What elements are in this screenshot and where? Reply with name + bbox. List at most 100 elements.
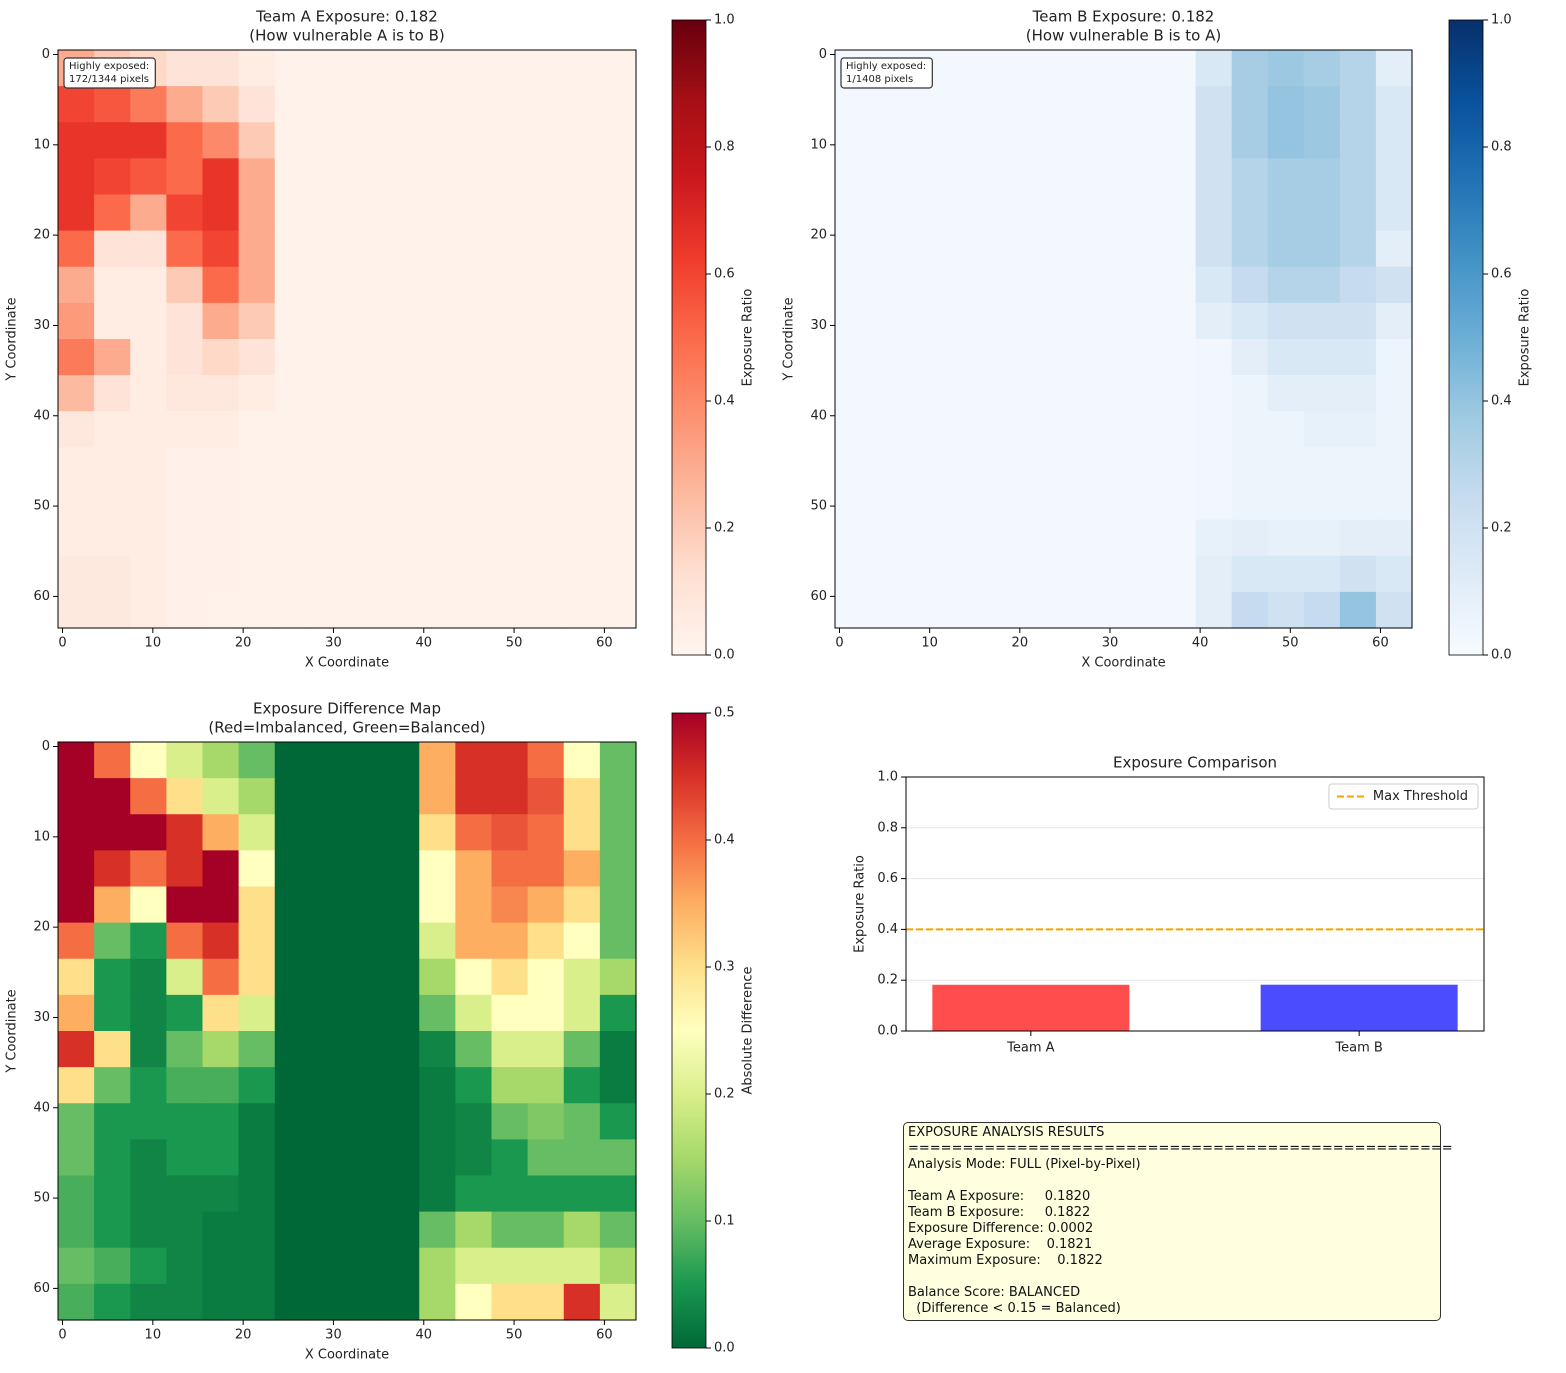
heatmap-cell — [907, 86, 944, 123]
heatmap-cell — [835, 158, 872, 196]
heatmap-cell — [130, 86, 167, 123]
heatmap-cell — [419, 122, 456, 159]
y-tick-label: 0.6 — [877, 871, 898, 886]
heatmap-cell — [274, 447, 312, 485]
heatmap-cell — [1303, 50, 1341, 87]
heatmap-cell — [166, 122, 204, 159]
heatmap-cell — [383, 958, 420, 996]
heatmap-cell — [1339, 266, 1377, 304]
heatmap-cell — [1015, 86, 1052, 123]
bar — [932, 984, 1130, 1031]
heatmap-cell — [383, 1283, 420, 1321]
heatmap-cell — [1051, 194, 1089, 232]
heatmap-cell — [1303, 375, 1341, 412]
heatmap-cell — [563, 86, 601, 123]
heatmap-cell — [491, 50, 529, 87]
heatmap-cell — [599, 850, 637, 888]
heatmap-cell — [238, 339, 276, 376]
heatmap-cell — [310, 302, 348, 340]
heatmap-cell — [202, 850, 240, 888]
heatmap-cell — [202, 50, 240, 87]
heatmap-cell — [1267, 302, 1305, 340]
heatmap-cell — [238, 447, 276, 485]
heatmap-cell — [599, 1031, 637, 1068]
heatmap-cell — [1267, 411, 1305, 448]
heatmap-cell — [527, 50, 565, 87]
heatmap-cell — [58, 230, 95, 268]
heatmap-cell — [166, 814, 204, 851]
heatmap-cell — [1159, 339, 1197, 376]
heatmap-cell — [943, 50, 980, 87]
heatmap-cell — [1159, 86, 1197, 123]
heatmap-cell — [58, 122, 95, 159]
heatmap-cell — [383, 302, 420, 340]
heatmap-cell — [166, 302, 204, 340]
heatmap-cell — [1051, 483, 1089, 521]
heatmap-cell — [599, 50, 637, 87]
heatmap-cell — [455, 375, 493, 412]
heatmap-cell — [166, 230, 204, 268]
heatmap-cell — [58, 1247, 95, 1285]
x-tick-label: Team B — [1334, 1041, 1382, 1056]
heatmap-cell — [202, 194, 240, 232]
heatmap-cell — [835, 122, 872, 159]
y-tick-label: 60 — [33, 1281, 50, 1296]
heatmap-cell — [94, 375, 131, 412]
y-tick-label: 60 — [810, 589, 827, 604]
heatmap-cell — [130, 1031, 167, 1068]
heatmap-cell — [1159, 447, 1197, 485]
heatmap-cell — [491, 1139, 529, 1177]
heatmap-cell — [310, 886, 348, 924]
heatmap-cell — [527, 1103, 565, 1140]
x-tick-label: Team A — [1006, 1041, 1054, 1056]
heatmap-cell — [202, 411, 240, 448]
heatmap-cell — [527, 194, 565, 232]
heatmap-cell — [491, 814, 529, 851]
heatmap-cell — [166, 1067, 204, 1104]
heatmap-cell — [310, 994, 348, 1032]
heatmap-cell — [383, 555, 420, 593]
heatmap-cell — [310, 483, 348, 521]
heatmap-cell — [979, 266, 1016, 304]
heatmap-cell — [491, 86, 529, 123]
heatmap-cell — [310, 1031, 348, 1068]
heatmap-cell — [835, 339, 872, 376]
plot-frame — [57, 741, 637, 1321]
heatmap-cell — [238, 994, 276, 1032]
heatmap-cell — [563, 50, 601, 87]
heatmap-cell — [347, 375, 384, 412]
heatmap-cell — [1303, 122, 1341, 159]
heatmap-cell — [527, 958, 565, 996]
heatmap-cell — [166, 50, 204, 87]
heatmap-cell — [979, 122, 1016, 159]
heatmap-cell — [130, 958, 167, 996]
heatmap-cell — [383, 483, 420, 521]
heatmap-cell — [1195, 50, 1233, 87]
heatmap-cell — [274, 1139, 312, 1177]
heatmap-cell — [419, 483, 456, 521]
heatmap-cell — [599, 1175, 637, 1213]
colorbar-tick-label: 0.4 — [714, 833, 735, 848]
heatmap-cell — [202, 339, 240, 376]
heatmap-cell — [238, 122, 276, 159]
heatmap-cell — [599, 339, 637, 376]
heatmap-cell — [419, 778, 456, 815]
heatmap-cell — [274, 555, 312, 593]
heatmap-cell — [1339, 302, 1377, 340]
heatmap-cell — [383, 375, 420, 412]
heatmap-cell — [907, 591, 944, 629]
heatmap-cell — [58, 519, 95, 557]
heatmap-cell — [491, 591, 529, 629]
heatmap-cell — [130, 1103, 167, 1140]
heatmap-cell — [835, 375, 872, 412]
heatmap-cell — [202, 742, 240, 779]
heatmap-cell — [563, 1031, 601, 1068]
heatmap-cell — [166, 1139, 204, 1177]
heatmap-cell — [58, 778, 95, 815]
heatmap-cell — [166, 158, 204, 196]
heatmap-cell — [347, 122, 384, 159]
heatmap-cell — [238, 375, 276, 412]
bar — [1260, 984, 1458, 1031]
heatmap-cell — [835, 194, 872, 232]
heatmap-cell — [1195, 519, 1233, 557]
